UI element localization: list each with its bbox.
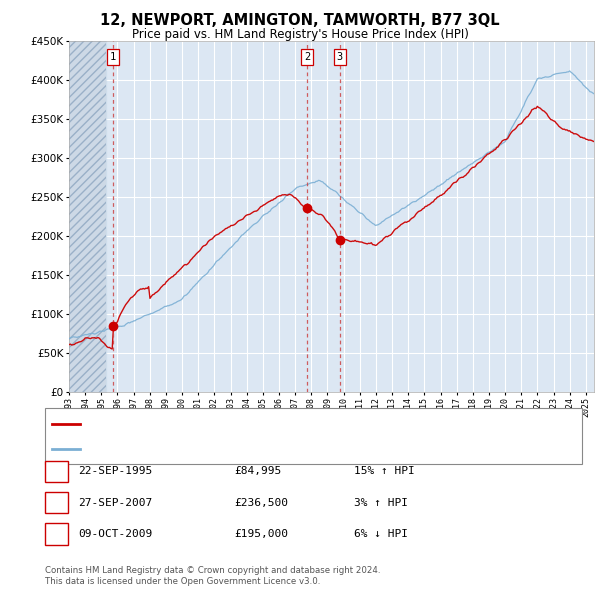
Text: 1: 1 — [53, 465, 60, 478]
Text: 6% ↓ HPI: 6% ↓ HPI — [354, 529, 408, 539]
Text: 1: 1 — [110, 52, 116, 62]
Text: 3% ↑ HPI: 3% ↑ HPI — [354, 498, 408, 507]
Text: 12, NEWPORT, AMINGTON, TAMWORTH, B77 3QL (detached house): 12, NEWPORT, AMINGTON, TAMWORTH, B77 3QL… — [84, 419, 431, 429]
Text: 3: 3 — [53, 527, 60, 540]
Text: Contains HM Land Registry data © Crown copyright and database right 2024.
This d: Contains HM Land Registry data © Crown c… — [45, 566, 380, 586]
Text: Price paid vs. HM Land Registry's House Price Index (HPI): Price paid vs. HM Land Registry's House … — [131, 28, 469, 41]
Text: 27-SEP-2007: 27-SEP-2007 — [78, 498, 152, 507]
Text: 12, NEWPORT, AMINGTON, TAMWORTH, B77 3QL: 12, NEWPORT, AMINGTON, TAMWORTH, B77 3QL — [100, 13, 500, 28]
Text: £195,000: £195,000 — [234, 529, 288, 539]
Text: HPI: Average price, detached house, Tamworth: HPI: Average price, detached house, Tamw… — [84, 444, 328, 454]
Text: 15% ↑ HPI: 15% ↑ HPI — [354, 467, 415, 476]
Text: 3: 3 — [337, 52, 343, 62]
Text: 2: 2 — [53, 496, 60, 509]
Text: £236,500: £236,500 — [234, 498, 288, 507]
Text: 09-OCT-2009: 09-OCT-2009 — [78, 529, 152, 539]
Text: 2: 2 — [304, 52, 310, 62]
Text: 22-SEP-1995: 22-SEP-1995 — [78, 467, 152, 476]
Bar — [69, 41, 106, 392]
Text: £84,995: £84,995 — [234, 467, 281, 476]
